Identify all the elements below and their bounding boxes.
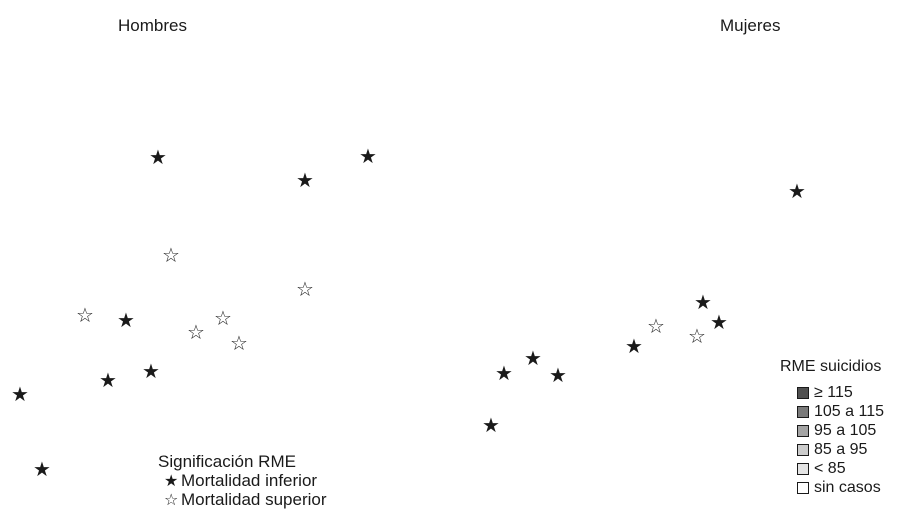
filled-star-icon: ★ [33, 457, 51, 481]
filled-star-icon: ★ [296, 168, 314, 192]
legend-label-inferior: Mortalidad inferior [181, 471, 318, 490]
legend-item-inferior: ★ Mortalidad inferior [158, 471, 327, 490]
outline-star-icon: ☆ [647, 314, 665, 338]
legend-rme-label: sin casos [814, 479, 881, 496]
filled-star-icon: ★ [788, 179, 806, 203]
legend-item-superior: ☆ Mortalidad superior [158, 490, 327, 509]
outline-star-icon: ☆ [162, 243, 180, 267]
legend-significance-title: Significación RME [158, 452, 296, 471]
legend-rme-label: < 85 [814, 460, 846, 477]
legend-rme: RME suicidios ≥ 115 105 a 115 95 a 105 8… [780, 357, 884, 497]
legend-significance: Significación RME ★ Mortalidad inferior … [158, 452, 327, 509]
legend-swatch [797, 405, 809, 418]
legend-swatch [797, 443, 809, 456]
filled-star-icon: ★ [11, 382, 29, 406]
legend-rme-item: 85 a 95 [797, 440, 884, 459]
filled-star-icon: ★ [495, 361, 513, 385]
filled-star-icon: ★ [694, 290, 712, 314]
outline-star-icon: ☆ [187, 320, 205, 344]
legend-rme-item: sin casos [797, 478, 884, 497]
filled-star-icon: ★ [99, 368, 117, 392]
filled-star-icon: ★ [482, 413, 500, 437]
filled-star-icon: ★ [149, 145, 167, 169]
legend-rme-title: RME suicidios [780, 358, 882, 375]
outline-star-icon: ☆ [214, 306, 232, 330]
legend-rme-item: 95 a 105 [797, 421, 884, 440]
legend-rme-item: ≥ 115 [797, 383, 884, 402]
filled-star-icon: ★ [625, 334, 643, 358]
filled-star-icon: ★ [359, 144, 377, 168]
legend-rme-label: ≥ 115 [814, 384, 853, 401]
filled-star-icon: ★ [710, 310, 728, 334]
legend-swatch [797, 424, 809, 437]
legend-rme-label: 95 a 105 [814, 422, 877, 439]
legend-rme-label: 85 a 95 [814, 441, 868, 458]
legend-label-superior: Mortalidad superior [181, 490, 327, 509]
panel-title-men: Hombres [118, 16, 187, 35]
legend-rme-label: 105 a 115 [814, 403, 884, 420]
legend-rme-item: < 85 [797, 459, 884, 478]
outline-star-icon: ☆ [296, 277, 314, 301]
outline-star-icon: ☆ [76, 303, 94, 327]
filled-star-icon: ★ [142, 359, 160, 383]
panel-title-women: Mujeres [720, 16, 781, 35]
legend-swatch [797, 481, 809, 494]
legend-rme-item: 105 a 115 [797, 402, 884, 421]
outline-star-icon: ☆ [688, 324, 706, 348]
legend-swatch [797, 386, 809, 399]
legend-swatch [797, 462, 809, 475]
outline-star-icon: ☆ [230, 331, 248, 355]
filled-star-icon: ★ [524, 346, 542, 370]
filled-star-icon: ★ [117, 308, 135, 332]
filled-star-icon: ★ [164, 471, 179, 490]
filled-star-icon: ★ [549, 363, 567, 387]
outline-star-icon: ☆ [164, 490, 179, 509]
